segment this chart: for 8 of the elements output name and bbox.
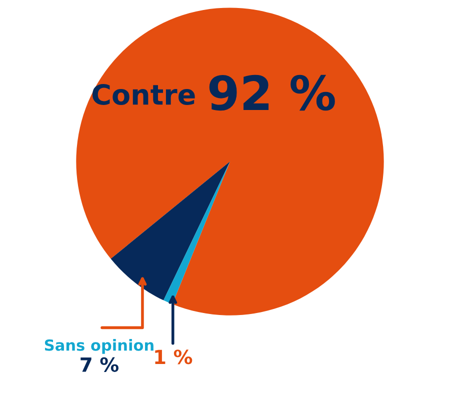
data-label: 1 %: [155, 350, 192, 364]
pie-slice: [110, 162, 230, 300]
data-label: 92 %: [209, 74, 335, 111]
pie-slice: [164, 162, 230, 304]
slice-label: Sans opinion: [44, 339, 154, 354]
pie-slice: [76, 8, 384, 316]
slice-label: Contre: [92, 84, 195, 105]
data-label: 7 %: [80, 357, 119, 372]
